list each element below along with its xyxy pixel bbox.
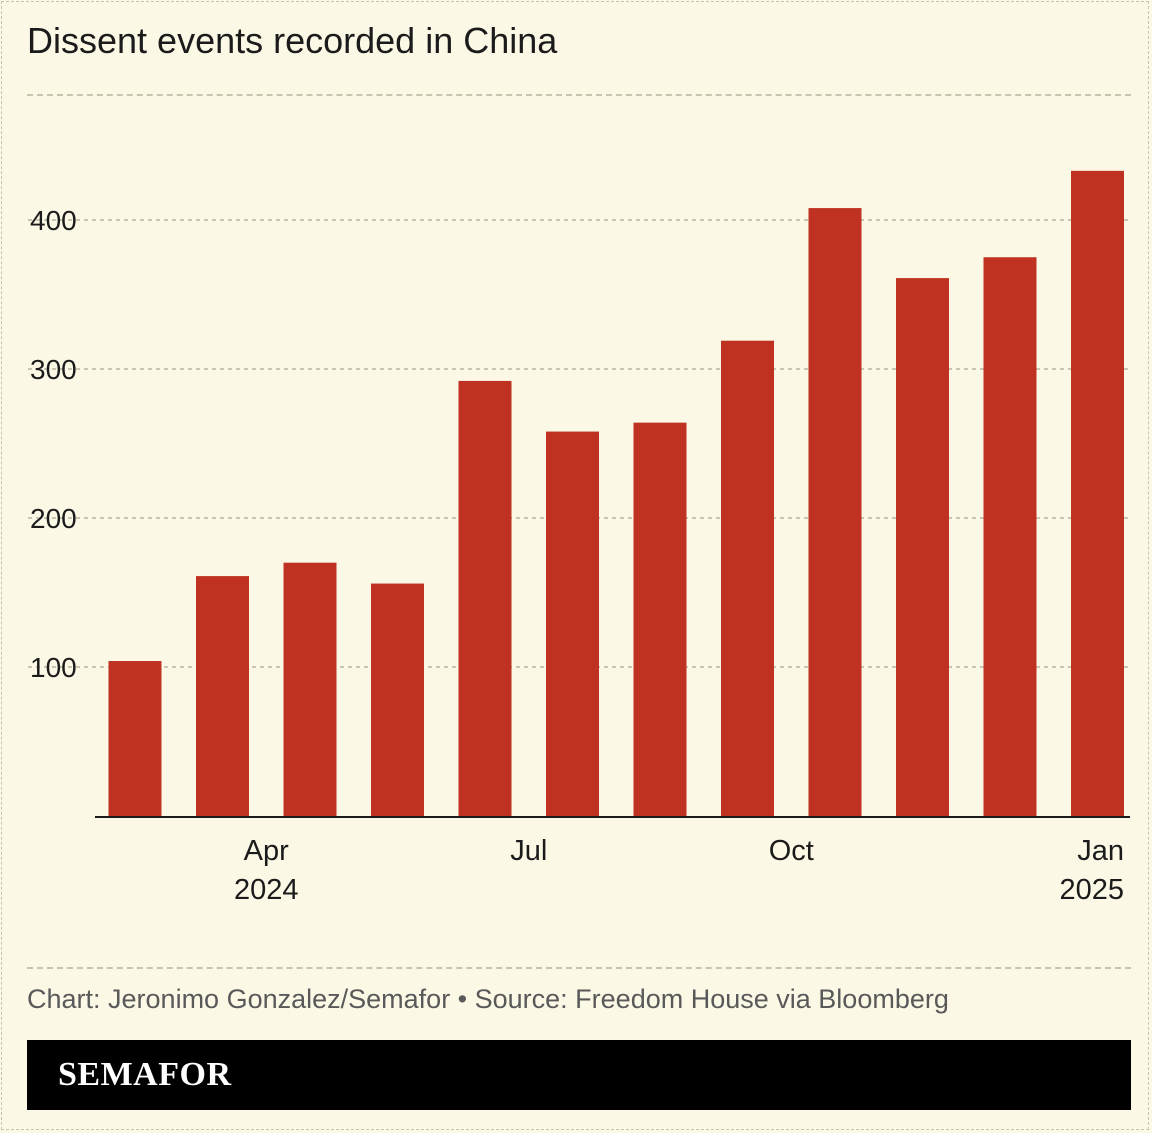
bar-sep-2024 [721,340,774,816]
header-divider [27,94,1131,96]
y-tick-label-400: 400 [30,205,77,236]
y-axis-ticks: 100 200 300 400 [30,205,77,683]
bar-aug-2024 [633,422,687,816]
chart-credit: Chart: Jeronimo Gonzalez/Semafor • Sourc… [27,984,949,1014]
x-tick-year-apr-2024: 2024 [234,874,299,906]
bar-apr-2024 [283,562,337,816]
x-tick-label-apr-2024: Apr [244,835,289,867]
bar-jun-2024 [458,380,512,816]
bar-series [108,170,1124,816]
bar-jan-2025 [1071,170,1124,816]
x-tick-label-jul-2024: Jul [510,835,547,867]
y-tick-label-200: 200 [30,503,77,534]
x-tick-label-oct-2024: Oct [769,835,814,867]
bar-oct-2024 [808,208,862,816]
x-tick-label-jan-2025: Jan [1077,835,1124,867]
chart-title: Dissent events recorded in China [27,20,558,61]
bar-nov-2024 [896,278,949,816]
bar-mar-2024 [196,576,249,816]
bar-may-2024 [371,583,424,816]
y-tick-label-100: 100 [30,652,77,683]
bar-dec-2024 [983,257,1037,816]
bar-feb-2024 [108,661,162,816]
brand-bar: SEMAFOR [27,1040,1131,1110]
x-tick-year-jan-2025: 2025 [1059,874,1124,906]
brand-logo: SEMAFOR [58,1056,232,1093]
x-axis-ticks: Apr 2024 Jul Oct Jan 2025 [234,835,1124,906]
footer-divider [27,967,1131,969]
bar-chart: 100 200 300 400 Apr 2024 Jul Oct Jan 2025 [28,170,1130,906]
y-tick-label-300: 300 [30,354,77,385]
bar-jul-2024 [546,431,599,816]
